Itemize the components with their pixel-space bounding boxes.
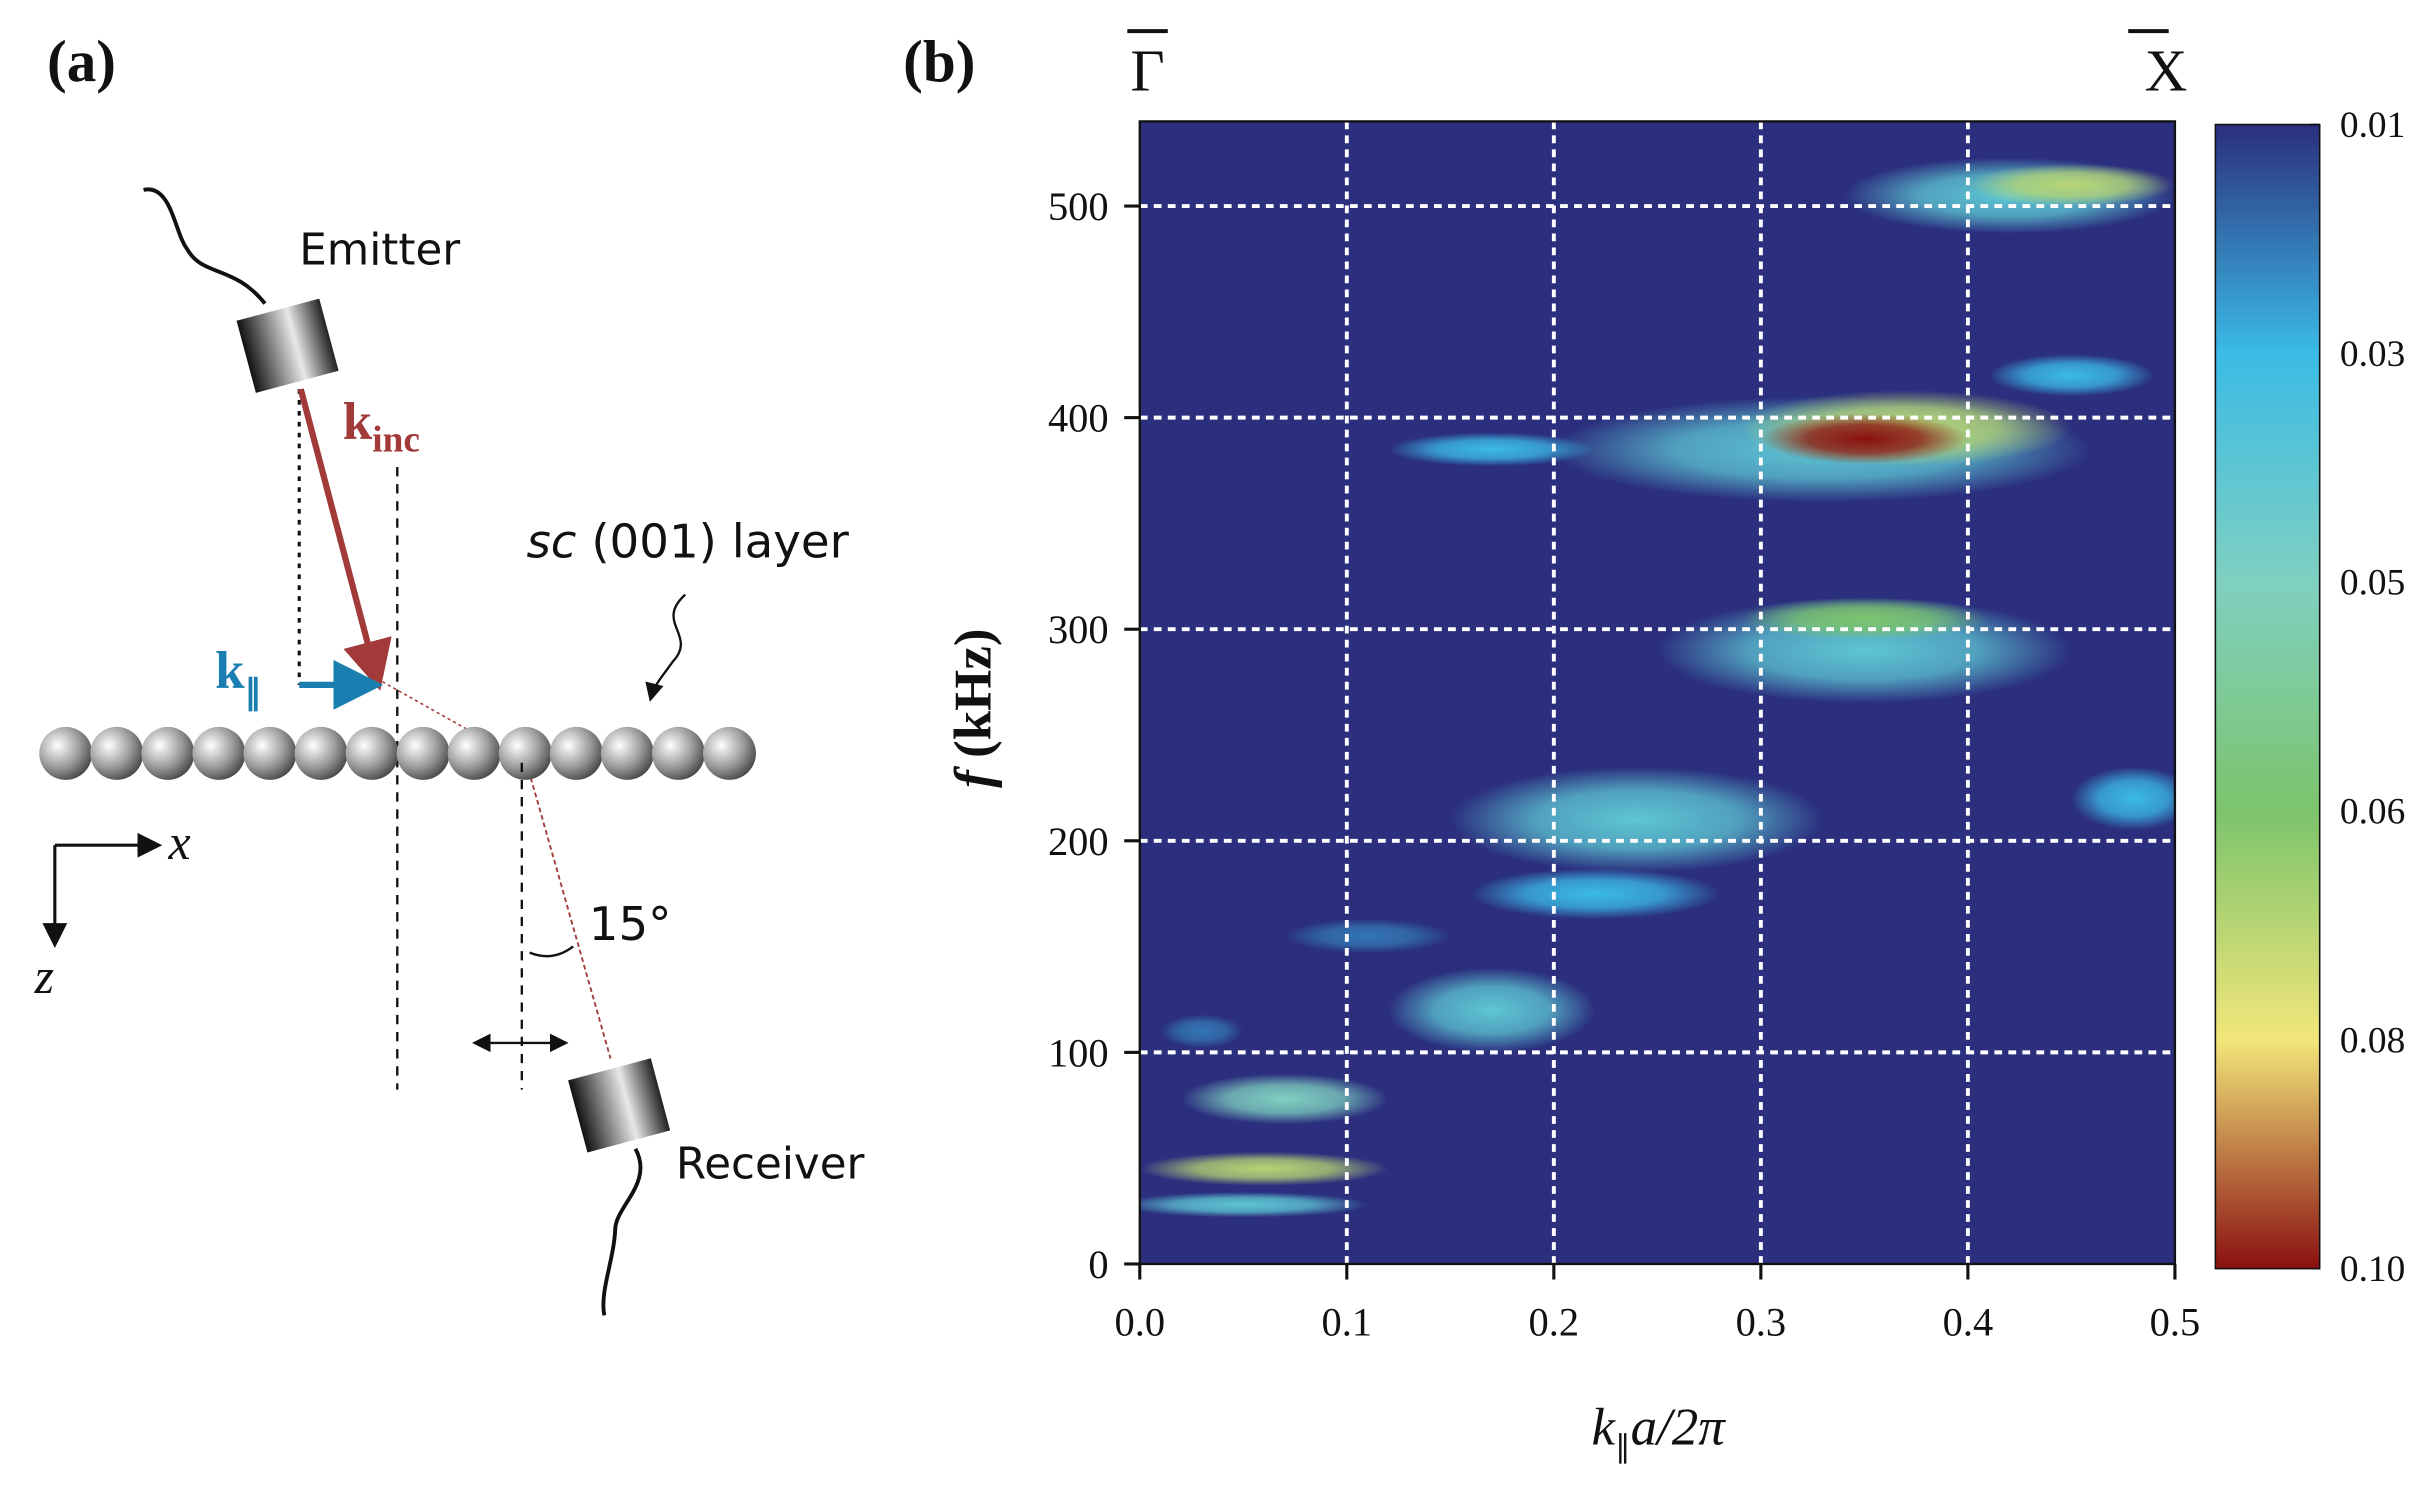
x-tick-label: 0.4: [1943, 1300, 1994, 1345]
intensity-peak: [1967, 163, 2175, 207]
angle-label: 15°: [589, 898, 672, 952]
k-sub: ∥: [245, 674, 262, 712]
atom: [600, 726, 654, 780]
intensity-peak: [2071, 766, 2175, 831]
intensity-peak: [1388, 967, 1596, 1053]
atom: [396, 726, 450, 780]
plot-frame: [1138, 120, 2177, 1266]
atom: [192, 726, 246, 780]
x-tick-label: 0.0: [1114, 1300, 1165, 1345]
atom: [703, 726, 756, 780]
emitter: [236, 298, 339, 393]
atom: [345, 726, 399, 780]
colorbar-tick-label: 0.06: [2340, 791, 2405, 832]
symmetry-point: X: [2145, 37, 2188, 103]
x-title-rest: a/2π: [1631, 1399, 1727, 1457]
x-tick-label: 0.5: [2150, 1300, 2201, 1345]
layer: [39, 726, 756, 780]
atom: [90, 726, 144, 780]
x-axis-label: x: [167, 815, 190, 870]
y-tick-label: 100: [1048, 1030, 1109, 1075]
intensity-peak: [1740, 597, 1989, 640]
atom: [447, 726, 501, 780]
colorbar-tick-label: 0.05: [2340, 563, 2405, 604]
k-main: k: [215, 642, 245, 700]
atom: [549, 726, 603, 780]
beam: [525, 762, 612, 1059]
y-title-f: f: [944, 765, 1002, 788]
k-inc-arrow: [297, 388, 392, 691]
k-main: k: [343, 393, 373, 451]
intensity-peak: [1160, 1014, 1244, 1049]
colorbar-tick-label: 0.08: [2340, 1020, 2405, 1061]
colorbar: [2214, 123, 2321, 1270]
x-tick-label: 0.1: [1322, 1300, 1373, 1345]
k-par-label: k∥: [215, 642, 262, 712]
k-sub: inc: [372, 419, 420, 460]
x-title-sub: ∥: [1615, 1429, 1631, 1464]
receiver-label: Receiver: [676, 1139, 865, 1189]
y-tick-label: 300: [1048, 607, 1109, 652]
atom: [294, 726, 348, 780]
intensity-peak: [1139, 1151, 1389, 1186]
x-tick-label: 0.2: [1529, 1300, 1580, 1345]
y-axis-title: f (kHz): [944, 629, 1002, 788]
panel-label: (b): [903, 28, 975, 94]
y-tick-label: 200: [1048, 819, 1109, 864]
colorbar-tick-label: 0.03: [2340, 334, 2405, 375]
atom: [243, 726, 297, 780]
intensity-peak: [1760, 413, 1968, 465]
atom: [39, 726, 93, 780]
panel-a: (a) Emitter kinc k∥ sc (001) layer x z 1…: [34, 28, 865, 1316]
intensity-peak: [1284, 919, 1451, 953]
symmetry-point: Γ: [1130, 37, 1164, 103]
intensity-peak: [1471, 868, 1720, 920]
x-title-k: k: [1592, 1399, 1617, 1457]
atom: [651, 726, 705, 780]
x-axis-title: k∥a/2π: [1592, 1399, 1727, 1464]
angle-arc: [529, 945, 574, 958]
colorbar-tick-label: 0.01: [2340, 105, 2405, 146]
receiver-wire: [601, 1147, 643, 1316]
layer-label: sc (001) layer: [526, 515, 849, 569]
layer-italic: sc: [526, 515, 576, 569]
y-tick-label: 0: [1088, 1242, 1108, 1287]
y-tick-label: 400: [1048, 396, 1109, 441]
intensity-peak: [1388, 432, 1596, 467]
atom: [141, 726, 195, 780]
intensity-peak: [1181, 1073, 1389, 1125]
heatmap: 0.0 0.1 0.2 0.3 0.4 0.5 0 100 200 300 400 500 Γ Xk∥a/…: [944, 29, 2405, 1464]
y-tick-label: 500: [1048, 184, 1109, 229]
y-title-rest: (kHz): [944, 629, 1002, 758]
intensity-peak: [1988, 354, 2155, 397]
layer-pointer: [645, 593, 687, 702]
emitter-label: Emitter: [299, 226, 460, 276]
intensity-peak: [1450, 766, 1823, 873]
atom: [498, 726, 552, 780]
colorbar-tick-label: 0.10: [2340, 1249, 2405, 1290]
x-tick-label: 0.3: [1736, 1300, 1787, 1345]
layer-rest: (001) layer: [591, 515, 849, 569]
emitter-wire: [143, 187, 267, 305]
receiver: [568, 1058, 671, 1153]
intensity-peak: [1139, 1192, 1368, 1218]
z-axis-label: z: [34, 949, 54, 1004]
plot-background: [1139, 121, 2175, 1264]
panel-label: (a): [47, 28, 116, 94]
k-inc-label: kinc: [343, 393, 420, 460]
